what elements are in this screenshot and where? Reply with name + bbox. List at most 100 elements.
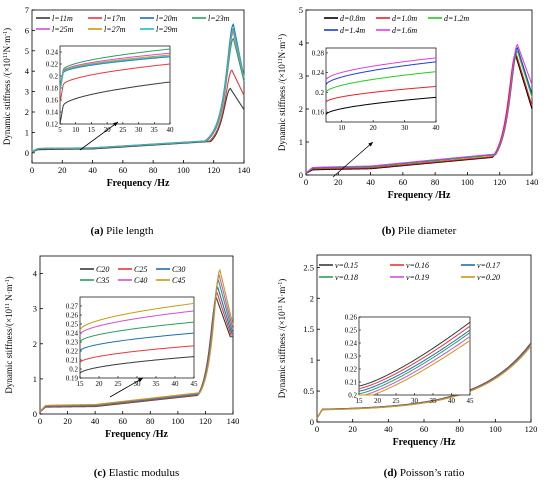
- legend-label-v=0.18: v=0.18: [335, 273, 358, 282]
- inset-y-tick-label: 0.25: [66, 321, 79, 329]
- x-tick-label: 80: [146, 416, 155, 426]
- inset-y-tick-label: 0.26: [66, 312, 79, 320]
- inset-x-tick-label: 25: [119, 126, 127, 134]
- x-tick-label: 40: [366, 177, 375, 187]
- caption-text: Pile length: [103, 225, 154, 237]
- y-tick-label: 1: [299, 137, 303, 147]
- x-tick-label: 0: [315, 424, 319, 434]
- y-tick-label: 6: [25, 25, 29, 35]
- legend-label-v=0.15: v=0.15: [335, 261, 358, 270]
- panel-caption: (a) Pile length: [91, 225, 154, 237]
- y-tick-label: 5: [299, 5, 303, 15]
- legend: l=11m l=17m l=20m l=23m l=25m l=27m l=29m: [36, 14, 230, 34]
- x-tick-label: 20: [334, 177, 343, 187]
- x-tick-label: 120: [493, 177, 506, 187]
- x-tick-label: 80: [149, 165, 158, 175]
- inset: 15 20 25 30 35 40 450.190.20.210.220.230.240.2…: [66, 297, 198, 388]
- legend: v=0.15 v=0.16 v=0.17 v=0.18 v=0.19 v=0.20: [319, 261, 501, 282]
- inset-y-tick-label: 0.24: [312, 69, 325, 77]
- inset-x-tick-label: 25: [393, 397, 401, 405]
- chart-pile-diameter: 0 20 40 60 80 100 120 140012345Frequency /HzDyn…: [275, 0, 550, 242]
- x-tick-label: 20: [63, 416, 72, 426]
- inset-y-tick-label: 0.22: [66, 348, 79, 356]
- x-tick-label: 60: [118, 416, 127, 426]
- inset-y-tick-label: 0.2: [69, 366, 78, 374]
- x-tick-label: 140: [526, 177, 539, 187]
- y-tick-label: 1.5: [303, 324, 314, 334]
- caption-text: Poisson’s ratio: [397, 467, 465, 479]
- inset-x-tick-label: 25: [115, 380, 123, 388]
- inset-x-tick-label: 15: [88, 126, 96, 134]
- inset: 5101520253035400.120.140.160.180.20.220.…: [46, 46, 174, 134]
- y-tick-label: 0: [299, 170, 303, 180]
- x-axis-label: Frequency /Hz: [393, 437, 456, 448]
- x-tick-label: 20: [348, 424, 357, 434]
- y-tick-label: 7: [25, 5, 29, 15]
- inset: 10 20 30 400.160.20.240.28: [312, 48, 440, 132]
- y-axis-label-unit: N·m: [4, 284, 14, 303]
- inset-x-tick-label: 35: [430, 397, 438, 405]
- inset-x-tick-label: 30: [401, 124, 409, 132]
- inset-x-tick-label: 35: [151, 126, 159, 134]
- x-tick-label: 40: [91, 416, 100, 426]
- chart-elastic-modulus: 0 20 40 60 80 100 120 140 0 1 2 3 4 Frequency /Hz Dyna…: [0, 242, 275, 484]
- y-tick-label: 2.5: [303, 262, 314, 272]
- y-axis-label-unit: N·m: [277, 42, 287, 59]
- inset-x-tick-label: 30: [411, 397, 419, 405]
- inset-x-tick-label: 10: [72, 126, 80, 134]
- legend-label-v=0.17: v=0.17: [477, 261, 501, 270]
- x-tick-label: 120: [207, 165, 220, 175]
- inset-y-tick-label: 0.24: [345, 340, 358, 348]
- caption-letter: (d): [384, 467, 398, 479]
- x-tick-label: 80: [431, 177, 440, 187]
- inset-y-tick-label: 0.26: [345, 314, 358, 322]
- y-tick-label: 5: [25, 46, 29, 56]
- y-tick-label: 2: [25, 107, 29, 117]
- y-axis-label-close: ): [277, 34, 287, 37]
- y-axis-label-text: Dynamic stiffness /(×10: [277, 64, 287, 151]
- inset-x-tick-label: 40: [433, 124, 441, 132]
- y-axis-label: Dynamic stiffness /(×1011 N·m-1): [277, 279, 287, 398]
- y-tick-label: 3: [25, 87, 29, 97]
- legend-label-d=0.8m: d=0.8m: [340, 14, 365, 23]
- legend-label-C20: C20: [96, 265, 109, 274]
- y-tick-label: 4: [25, 66, 30, 76]
- legend-label-C40: C40: [134, 276, 147, 285]
- x-tick-label: 120: [525, 424, 538, 434]
- x-tick-label: 100: [461, 177, 474, 187]
- panel-caption: (b) Pile diameter: [382, 225, 457, 237]
- chart-poisson-ratio: 0 20 40 60 80 100 12000.511.522.5Frequency /Hz…: [275, 242, 550, 484]
- inset-x-tick-label: 10: [338, 124, 346, 132]
- y-axis-label: Dynamic stiffness/(×1011 N·m-1): [4, 276, 14, 393]
- inset-x-tick-label: 30: [135, 126, 143, 134]
- inset-y-tick-label: 0.19: [66, 375, 79, 383]
- x-axis-label: Frequency /Hz: [107, 178, 170, 189]
- y-tick-label: 0.5: [303, 386, 314, 396]
- caption-letter: (b): [382, 225, 396, 237]
- y-tick-label: 2: [310, 293, 314, 303]
- legend-label-l=23m: l=23m: [208, 14, 230, 23]
- panel-elastic-modulus: 0 20 40 60 80 100 120 140 0 1 2 3 4 Frequency /Hz Dyna…: [0, 242, 275, 484]
- legend-label-l=17m: l=17m: [104, 14, 126, 23]
- x-tick-label: 0: [38, 416, 42, 426]
- inset-x-tick-label: 45: [467, 397, 475, 405]
- y-axis-label-unit: N·m: [2, 36, 12, 53]
- panel-poisson-ratio: 0 20 40 60 80 100 120 0 0.5 1 1.5 2 2.5 Frequency /Hz…: [275, 242, 550, 484]
- inset-y-tick-label: 0.22: [46, 61, 59, 69]
- y-axis-label: Dynamic stiffness /(×1011N·m-1): [277, 34, 287, 151]
- x-tick-label: 0: [30, 165, 34, 175]
- inset-y-tick-label: 0.23: [66, 339, 79, 347]
- legend-label-C30: C30: [172, 265, 185, 274]
- y-axis-label-text: Dynamic stiffness/(×10: [4, 308, 14, 393]
- x-axis-label: Frequency /Hz: [388, 190, 451, 201]
- y-tick-label: 4: [299, 38, 304, 48]
- inset-x-tick-label: 45: [191, 380, 199, 388]
- inset-x-tick-label: 20: [370, 124, 378, 132]
- inset-y-tick-label: 0.24: [66, 330, 79, 338]
- chart-pile-length: 0 20 40 60 80 100 120 14001234567Frequency /HzD…: [0, 0, 275, 242]
- x-tick-label: 120: [199, 416, 212, 426]
- y-tick-label: 4: [33, 269, 38, 279]
- legend-label-v=0.16: v=0.16: [406, 261, 429, 270]
- panel-caption: (c) Elastic modulus: [94, 467, 180, 479]
- y-axis-label-text: Dynamic stiffness /(×10: [277, 311, 287, 398]
